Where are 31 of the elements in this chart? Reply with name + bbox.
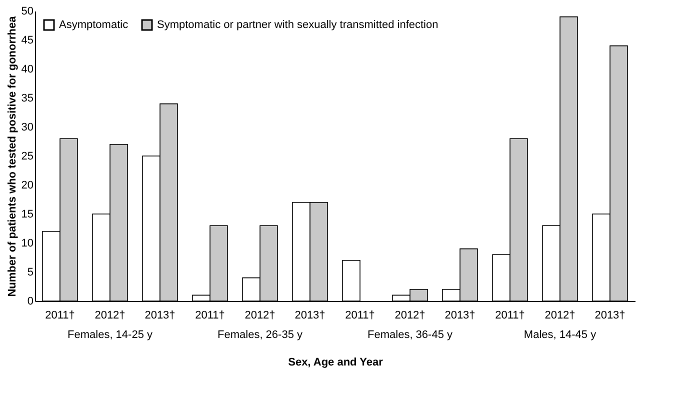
text: Females, 36-45 y [368,329,453,341]
y-tick-label: 25 [21,150,34,162]
y-tick-label: 50 [21,6,34,18]
x-tick-label: 2011† [45,310,75,322]
y-tick-label: 40 [21,64,34,76]
y-tick-label: 30 [21,122,34,134]
x-tick-label: 2013† [144,310,176,322]
text: Males, 14-45 y [524,329,597,341]
x-tick-label: 2012† [394,310,426,322]
x-tick-label: 2012† [94,310,126,322]
y-tick-label: 15 [21,208,34,220]
y-tick-label: 5 [27,266,34,278]
x-tick-label: 2012† [544,310,576,322]
x-tick-label: 2011† [345,310,375,322]
x-tick-label: 2011† [495,310,525,322]
text: Females, 14-25 y [68,329,153,341]
x-tick-label: 2011† [195,310,225,322]
legend-label: Asymptomatic [59,19,129,31]
x-tick-label: 2013† [444,310,476,322]
y-tick-label: 35 [21,92,34,104]
text: Females, 26-35 y [218,329,303,341]
x-tick-label: 2013† [594,310,626,322]
y-tick-label: 20 [21,180,34,192]
x-axis-title: Sex, Age and Year [288,356,384,368]
y-tick-label: 10 [21,238,34,250]
y-tick-label: 45 [21,34,34,46]
y-axis-title: Number of patients who tested positive for gonorrhea [6,15,18,297]
x-tick-label: 2012† [244,310,276,322]
x-tick-label: 2013† [294,310,326,322]
y-tick-label: 0 [27,296,34,308]
legend-label: Symptomatic or partner with sexually transmitted infection [157,19,438,31]
